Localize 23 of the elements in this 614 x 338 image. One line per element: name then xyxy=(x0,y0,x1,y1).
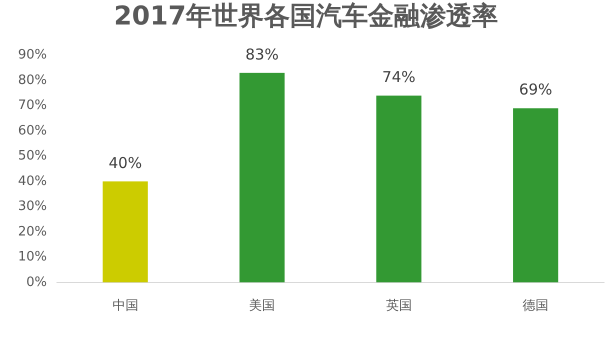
bar xyxy=(102,181,148,282)
chart-title: 2017年世界各国汽车金融渗透率 xyxy=(114,1,498,32)
data-label: 83% xyxy=(245,45,279,64)
data-label: 74% xyxy=(382,68,416,86)
bar xyxy=(376,96,422,282)
x-tick-label: 美国 xyxy=(249,298,276,314)
y-tick-label: 90% xyxy=(18,48,47,63)
bar xyxy=(239,72,285,282)
y-tick-label: 60% xyxy=(18,123,47,138)
y-tick-label: 10% xyxy=(18,250,47,265)
x-tick-label: 德国 xyxy=(522,298,549,314)
x-tick-label: 中国 xyxy=(112,298,138,314)
y-tick-label: 20% xyxy=(18,224,47,240)
y-tick-label: 30% xyxy=(18,199,47,214)
bar xyxy=(513,108,558,282)
y-tick-label: 50% xyxy=(18,148,47,164)
data-label: 40% xyxy=(108,154,142,172)
data-label: 69% xyxy=(518,80,552,99)
y-tick-label: 70% xyxy=(18,98,47,114)
x-tick-label: 英国 xyxy=(386,298,412,314)
y-tick-label: 40% xyxy=(18,174,47,189)
y-tick-label: 0% xyxy=(26,274,47,290)
y-tick-label: 80% xyxy=(18,72,47,88)
